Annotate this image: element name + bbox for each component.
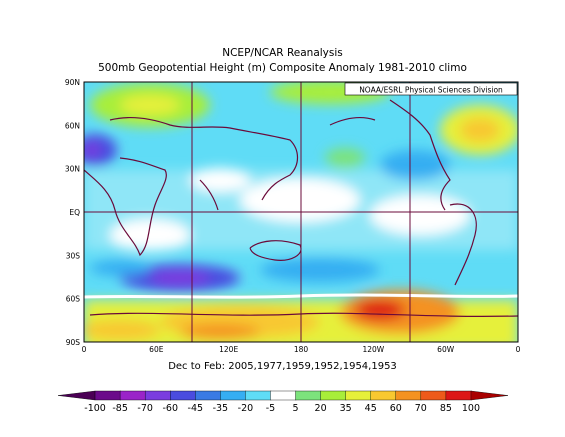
lon-tick-label: 0 (82, 345, 87, 354)
lat-tick-label: 60S (66, 295, 81, 304)
colorbar-swatch (220, 390, 247, 401)
colorbar-swatch (57, 390, 96, 401)
credit-label: NOAA/ESRL Physical Sciences Division (359, 86, 503, 95)
colorbar-label: -5 (266, 403, 275, 414)
colorbar-label: -20 (238, 403, 254, 414)
longitude-ticks: 0 60E 120E 180 120W 60W 0 (82, 345, 521, 354)
colorbar-label: -60 (162, 403, 178, 414)
lon-tick-label: 60E (149, 345, 164, 354)
colorbar-swatch (245, 390, 272, 401)
colorbar-labels: -100 -85 -70 -60 -45 -35 -20 -5 5 20 35 45 60 70 85 100 (84, 403, 480, 414)
latitude-ticks: 90N 60N 30N EQ 30S 60S 90S (65, 78, 80, 347)
graticule (84, 82, 518, 342)
map-title: NCEP/NCAR Reanalysis (222, 47, 343, 59)
colorbar (57, 390, 509, 401)
colorbar-label: -70 (137, 403, 153, 414)
colorbar-swatch (170, 390, 196, 401)
colorbar-swatch (144, 390, 171, 401)
colorbar-swatch (119, 390, 146, 401)
colorbar-swatch (445, 390, 472, 401)
colorbar-label: 100 (462, 403, 480, 414)
colorbar-swatch (94, 390, 121, 401)
colorbar-swatch (295, 390, 322, 401)
period-label: Dec to Feb: 2005,1977,1959,1952,1954,195… (168, 361, 397, 372)
lon-tick-label: 0 (516, 345, 521, 354)
colorbar-swatch (195, 390, 222, 401)
colorbar-swatch (345, 390, 372, 401)
credit-box (344, 82, 518, 96)
colorbar-swatch (270, 390, 297, 401)
colorbar-label: -45 (188, 403, 204, 414)
colorbar-label: 45 (365, 403, 377, 414)
colorbar-label: -35 (213, 403, 229, 414)
colorbar-swatch (320, 390, 347, 401)
lon-tick-label: 120W (362, 345, 384, 354)
colorbar-label: 70 (415, 403, 427, 414)
anomaly-field (84, 82, 518, 342)
coastlines (84, 99, 518, 317)
colorbar-swatch (420, 390, 447, 401)
map-subtitle: 500mb Geopotential Height (m) Composite … (98, 62, 467, 74)
colorbar-label: -100 (84, 403, 106, 414)
lat-tick-label: 30S (66, 251, 81, 260)
colorbar-label: 5 (293, 403, 299, 414)
colorbar-swatch (370, 390, 397, 401)
lon-tick-label: 120E (219, 345, 238, 354)
colorbar-label: 60 (390, 403, 402, 414)
lon-tick-label: 180 (294, 345, 309, 354)
lat-tick-label: 90S (66, 338, 81, 347)
colorbar-label: 35 (340, 403, 352, 414)
colorbar-label: -85 (112, 403, 128, 414)
lat-tick-label: 60N (65, 121, 80, 130)
map-frame (83, 81, 519, 343)
lat-tick-label: EQ (69, 208, 80, 217)
lat-tick-label: 30N (65, 165, 80, 174)
colorbar-label: 20 (315, 403, 327, 414)
lat-tick-label: 90N (65, 78, 80, 87)
colorbar-swatch (470, 390, 509, 401)
colorbar-label: 85 (440, 403, 452, 414)
lon-tick-label: 60W (437, 345, 455, 354)
colorbar-swatch (395, 390, 422, 401)
